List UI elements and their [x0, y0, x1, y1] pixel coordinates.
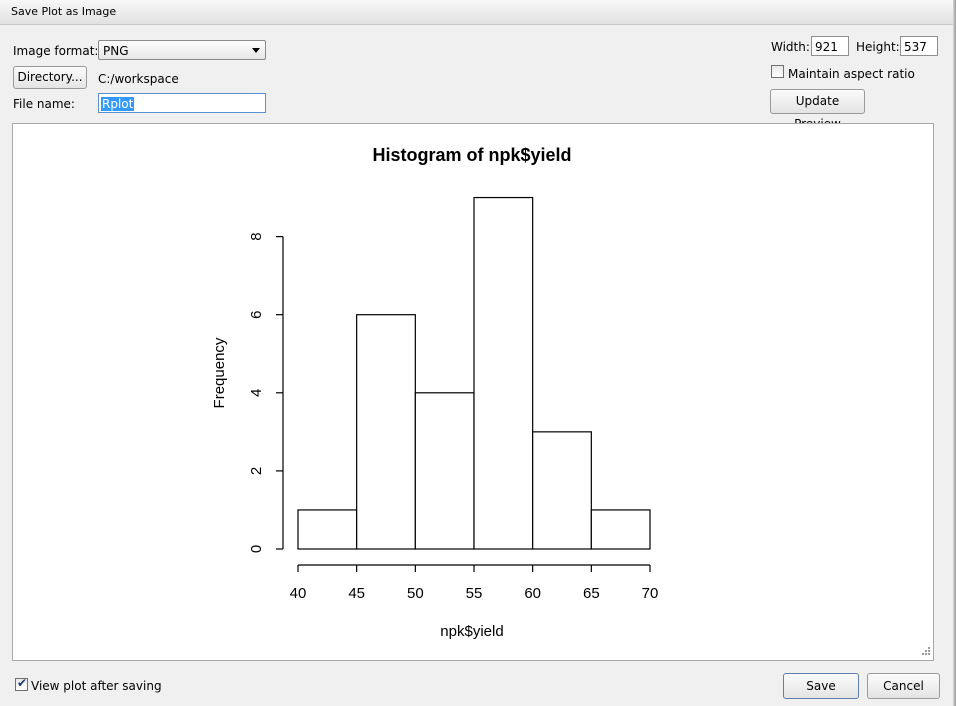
maintain-aspect-checkbox[interactable]: [771, 65, 784, 78]
height-input[interactable]: 537: [900, 36, 938, 56]
title-bar: Save Plot as Image: [0, 0, 956, 25]
width-value: 921: [815, 40, 838, 54]
directory-path: C:/workspace: [98, 72, 179, 86]
histogram-bar: [532, 431, 592, 550]
x-tick-label: 50: [407, 585, 424, 602]
maintain-aspect-label: Maintain aspect ratio: [788, 67, 915, 81]
x-tick-label: 45: [348, 585, 365, 602]
update-preview-button[interactable]: Update Preview: [770, 89, 865, 131]
chevron-down-icon: [252, 48, 260, 53]
x-tick-label: 65: [583, 585, 600, 602]
save-button[interactable]: Save: [783, 673, 859, 699]
x-tick-label: 40: [290, 585, 307, 602]
file-name-input[interactable]: Rplot: [98, 93, 266, 113]
window-title: Save Plot as Image: [11, 5, 117, 18]
histogram-bar: [297, 509, 358, 550]
height-value: 537: [904, 40, 927, 54]
width-input[interactable]: 921: [811, 36, 849, 56]
image-format-label: Image format:: [13, 44, 99, 58]
view-after-saving-checkbox[interactable]: ✔: [15, 676, 28, 691]
file-name-value: Rplot: [101, 97, 135, 111]
x-tick-label: 60: [524, 585, 541, 602]
x-tick-label: 55: [466, 585, 483, 602]
resize-grip-icon[interactable]: [917, 644, 931, 658]
file-name-label: File name:: [13, 97, 75, 111]
y-axis-label: Frequency: [211, 337, 228, 408]
view-after-saving-label: View plot after saving: [31, 679, 162, 693]
window-edge: [953, 0, 956, 706]
image-format-value: PNG: [103, 44, 129, 58]
histogram-chart: Histogram of npk$yield npk$yield Frequen…: [211, 145, 659, 640]
histogram-bar: [356, 314, 416, 550]
chart-title: Histogram of npk$yield: [372, 145, 571, 165]
x-tick-label: 70: [642, 585, 659, 602]
y-tick-label: 0: [248, 545, 265, 553]
histogram-bar: [473, 196, 534, 550]
y-tick-label: 4: [248, 389, 265, 397]
y-tick-label: 2: [248, 467, 265, 475]
histogram-bar: [414, 392, 475, 550]
cancel-button[interactable]: Cancel: [867, 673, 940, 699]
checkmark-icon: ✔: [17, 676, 28, 690]
height-label: Height:: [856, 40, 900, 54]
directory-button[interactable]: Directory...: [13, 66, 87, 89]
histogram-bar: [590, 509, 651, 550]
image-format-select[interactable]: PNG: [98, 40, 266, 60]
plot-preview: Histogram of npk$yield npk$yield Frequen…: [12, 123, 934, 661]
width-label: Width:: [771, 40, 810, 54]
x-axis-label: npk$yield: [440, 623, 503, 640]
y-tick-label: 8: [248, 232, 265, 240]
y-tick-label: 6: [248, 311, 265, 319]
